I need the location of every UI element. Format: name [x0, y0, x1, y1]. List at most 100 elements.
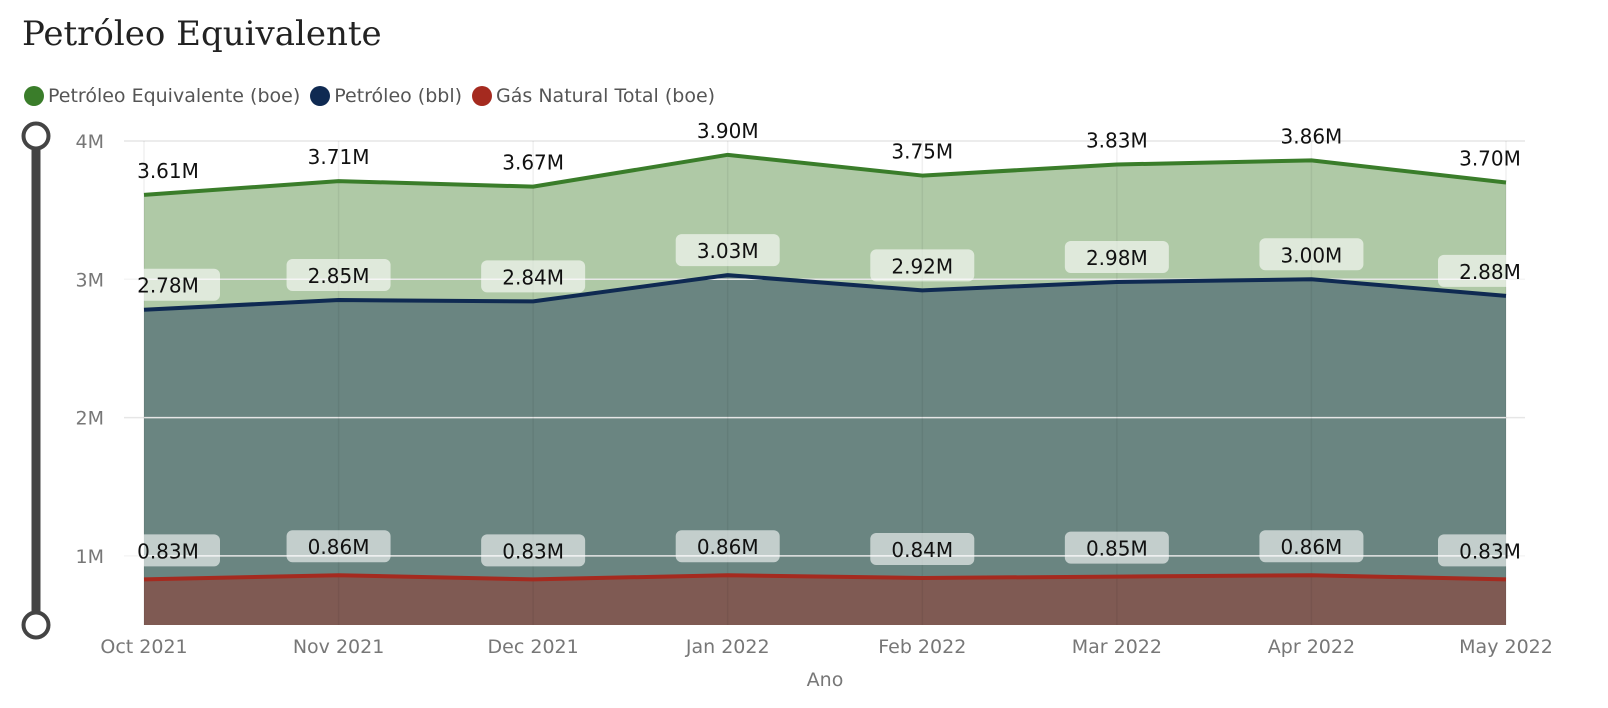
line-series-0[interactable] — [143, 152, 1507, 197]
data-label: 0.83M — [481, 534, 586, 567]
data-label: 0.86M — [675, 530, 780, 563]
y-tick-label: 3M — [76, 269, 104, 291]
data-label-bg — [675, 234, 780, 267]
area-series-2 — [144, 575, 1506, 625]
area-series-1 — [144, 275, 1506, 625]
data-label: 3.75M — [891, 140, 953, 164]
data-label-text: 0.84M — [891, 538, 953, 562]
data-label-bg — [481, 534, 586, 567]
x-axis-title: Ano — [807, 669, 844, 691]
x-tick-label: Oct 2021 — [100, 636, 187, 658]
data-label-text: 0.83M — [1459, 539, 1521, 563]
data-label-text: 2.84M — [502, 265, 564, 289]
legend-item-petroleo[interactable]: Petróleo (bbl) — [310, 85, 462, 107]
range-slider[interactable] — [21, 121, 51, 640]
data-label-text: 0.83M — [502, 539, 564, 563]
data-label: 3.90M — [697, 119, 759, 143]
data-label-text: 2.78M — [137, 274, 199, 298]
data-label-bg — [1259, 238, 1364, 271]
legend: Petróleo Equivalente (boe) Petróleo (bbl… — [24, 85, 715, 107]
data-label: 0.86M — [1259, 530, 1364, 563]
line-series-2[interactable] — [143, 573, 1507, 582]
data-label-text: 3.67M — [502, 151, 564, 175]
y-tick-label: 2M — [76, 408, 104, 430]
data-label: 0.86M — [286, 530, 391, 563]
data-label-text: 3.83M — [1086, 129, 1148, 153]
data-label-text: 2.92M — [891, 254, 953, 278]
data-label-bg — [1064, 531, 1169, 564]
data-label: 0.85M — [1064, 531, 1169, 564]
legend-dot-petroleo-equivalente — [24, 86, 44, 106]
data-label-text: 3.75M — [891, 140, 953, 164]
data-label: 2.88M — [1438, 254, 1542, 287]
x-tick-label: Feb 2022 — [878, 636, 966, 658]
axes: 1M 2M 3M 4M Oct 2021 Nov 2021 Dec 2021 Jan 2022… — [76, 131, 1553, 691]
data-label-bg — [870, 532, 975, 565]
x-tick-label: Mar 2022 — [1072, 636, 1162, 658]
legend-label-gas-natural: Gás Natural Total (boe) — [496, 85, 716, 107]
data-label-text: 3.61M — [137, 159, 199, 183]
data-label-text: 3.90M — [697, 119, 759, 143]
data-label-text: 3.86M — [1281, 124, 1343, 148]
data-label: 2.78M — [116, 268, 220, 301]
line-series-1[interactable] — [143, 273, 1507, 312]
data-label-bg — [116, 534, 220, 567]
data-label-text: 2.85M — [308, 264, 370, 288]
legend-dot-petroleo — [310, 86, 331, 106]
data-labels: 3.61M 3.71M 3.67M 3.90M 3.75M 3.83M 3.86M 3.70M… — [116, 119, 1542, 567]
data-label: 2.84M — [481, 260, 586, 293]
legend-item-gas-natural[interactable]: Gás Natural Total (boe) — [472, 85, 715, 107]
legend-label-petroleo-equivalente: Petróleo Equivalente (boe) — [48, 85, 301, 107]
legend-label-petroleo: Petróleo (bbl) — [334, 85, 463, 107]
slider-handle-top[interactable] — [21, 121, 51, 151]
data-label: 3.86M — [1281, 124, 1343, 148]
data-label-text: 2.88M — [1459, 260, 1521, 284]
data-label-bg — [286, 530, 391, 563]
data-label: 0.83M — [116, 534, 220, 567]
data-label-bg — [116, 268, 220, 301]
x-tick-label: Nov 2021 — [293, 636, 384, 658]
data-label: 3.61M — [137, 159, 199, 183]
legend-dot-gas-natural — [472, 86, 493, 106]
x-tick-label: Dec 2021 — [488, 636, 579, 658]
data-label: 0.83M — [1438, 534, 1542, 567]
data-label-text: 0.86M — [697, 535, 759, 559]
data-label-bg — [286, 259, 391, 292]
y-tick-label: 1M — [76, 546, 104, 568]
data-label-bg — [1259, 530, 1364, 563]
x-tick-label: Jan 2022 — [685, 636, 770, 658]
data-label-bg — [870, 249, 975, 282]
data-label: 0.84M — [870, 532, 975, 565]
data-label-text: 2.98M — [1086, 246, 1148, 270]
x-tick-label: Apr 2022 — [1268, 636, 1355, 658]
y-tick-label: 4M — [76, 131, 104, 153]
data-label: 3.70M — [1459, 146, 1521, 170]
data-label-text: 3.70M — [1459, 146, 1521, 170]
data-label-text: 0.85M — [1086, 537, 1148, 561]
data-label-text: 0.86M — [308, 535, 370, 559]
series-lines — [143, 152, 1507, 582]
data-label: 3.00M — [1259, 238, 1364, 271]
x-tick-label: May 2022 — [1459, 636, 1553, 658]
data-label-text: 3.71M — [308, 145, 370, 169]
data-label: 3.71M — [308, 145, 370, 169]
slider-handle-bottom[interactable] — [21, 610, 51, 640]
data-label-bg — [1438, 534, 1542, 567]
chart-title: Petróleo Equivalente — [22, 14, 382, 54]
data-label: 2.92M — [870, 249, 975, 282]
data-label-text: 3.00M — [1281, 243, 1343, 267]
data-label-bg — [481, 260, 586, 293]
data-label: 2.85M — [286, 259, 391, 292]
data-label-text: 0.86M — [1281, 535, 1343, 559]
data-label-text: 3.03M — [697, 239, 759, 263]
data-label-bg — [1064, 241, 1169, 274]
data-label: 3.83M — [1086, 129, 1148, 153]
data-label-text: 0.83M — [137, 539, 199, 563]
legend-item-petroleo-equivalente[interactable]: Petróleo Equivalente (boe) — [24, 85, 300, 107]
data-label: 3.03M — [675, 234, 780, 267]
data-label: 2.98M — [1064, 241, 1169, 274]
data-label-bg — [1438, 254, 1542, 287]
data-label: 3.67M — [502, 151, 564, 175]
data-label-bg — [675, 530, 780, 563]
